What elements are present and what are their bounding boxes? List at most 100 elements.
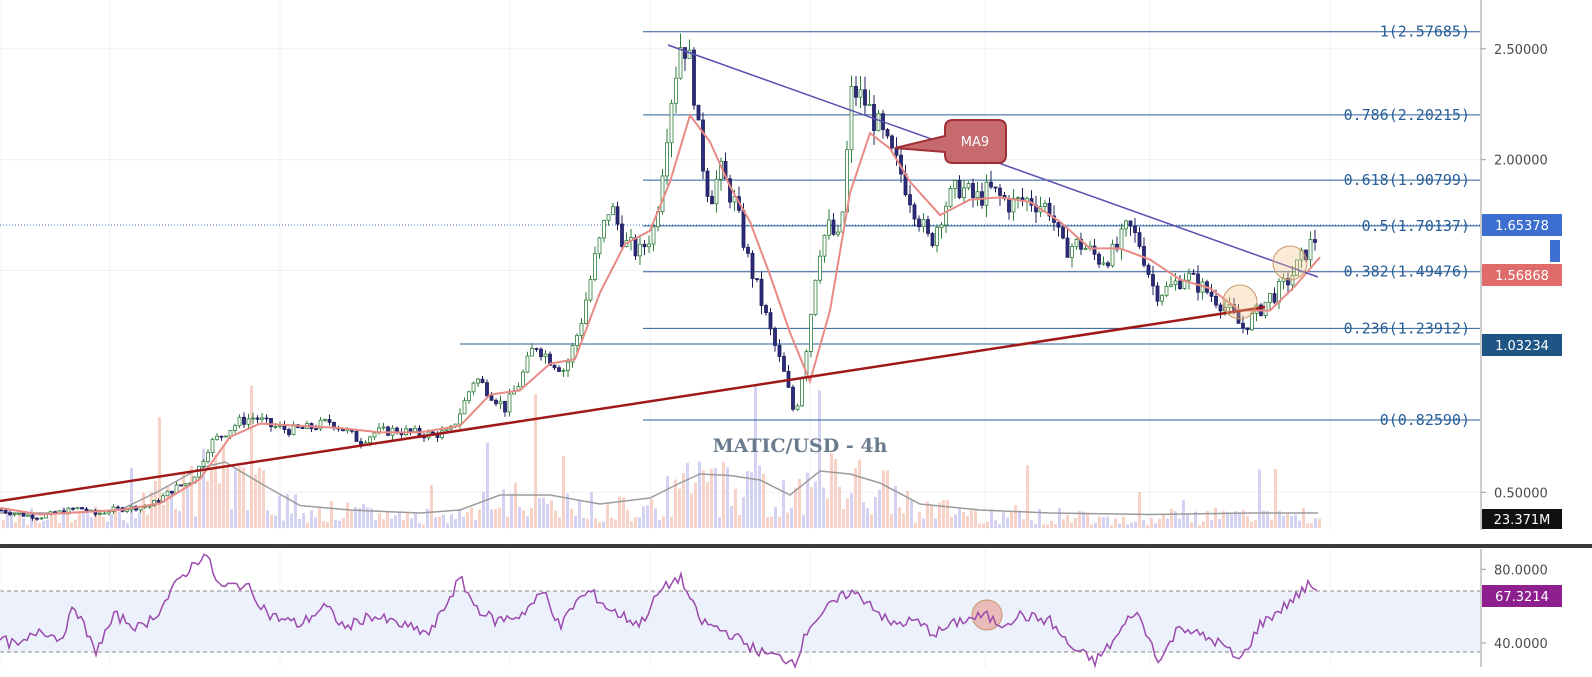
volume-bar xyxy=(386,510,389,528)
volume-bar xyxy=(70,522,73,528)
volume-bar xyxy=(706,481,709,528)
candle-up xyxy=(413,427,417,433)
candle-down xyxy=(503,400,507,413)
volume-bar xyxy=(966,516,969,528)
candle-up xyxy=(368,436,372,444)
volume-bar xyxy=(250,385,253,528)
volume-bar xyxy=(874,497,877,528)
price-scale-handle[interactable] xyxy=(1550,240,1560,262)
volume-bar xyxy=(818,390,821,528)
volume-bar xyxy=(366,507,369,528)
volume-bar xyxy=(1206,510,1209,528)
volume-bar xyxy=(798,478,801,528)
volume-bar xyxy=(790,507,793,528)
candle-down xyxy=(1218,304,1223,312)
volume-bar xyxy=(774,507,777,528)
volume-bar xyxy=(314,517,317,528)
candle-down xyxy=(831,219,836,235)
volume-bar xyxy=(822,487,825,528)
volume-bar xyxy=(1290,516,1293,528)
candle-down xyxy=(782,356,786,372)
volume-bar xyxy=(786,512,789,528)
volume-bar xyxy=(1246,515,1249,528)
fib-level-label: 1(2.57685) xyxy=(1380,23,1470,41)
volume-bar xyxy=(110,514,113,528)
volume-bar xyxy=(954,514,957,528)
volume-bar xyxy=(1286,513,1289,528)
volume-bar xyxy=(650,499,653,528)
candle-up xyxy=(665,142,669,177)
candle-up xyxy=(584,299,588,324)
volume-bar xyxy=(1302,507,1305,528)
volume-bar xyxy=(450,513,453,528)
candle-up xyxy=(651,226,656,245)
candle-down xyxy=(1065,237,1070,258)
candle-up xyxy=(1295,259,1299,276)
candle-down xyxy=(327,419,332,423)
volume-bar xyxy=(694,482,697,528)
candle-down xyxy=(386,426,390,436)
volume-bar xyxy=(562,455,565,528)
candle-up xyxy=(876,113,881,132)
volume-bar xyxy=(578,500,581,528)
volume-bar xyxy=(430,484,433,528)
volume-bar xyxy=(382,519,385,528)
volume-bar xyxy=(370,508,373,528)
volume-bar xyxy=(1186,513,1189,528)
volume-bar xyxy=(1034,523,1037,528)
volume-bar xyxy=(1082,511,1085,528)
volume-bar xyxy=(722,462,725,528)
volume-bar xyxy=(606,504,609,528)
volume-bar xyxy=(1118,523,1121,528)
candle-down xyxy=(1214,295,1218,306)
volume-bar xyxy=(738,515,741,528)
candle-up xyxy=(1070,246,1074,258)
candle-up xyxy=(1227,304,1232,308)
volume-bar xyxy=(286,493,289,528)
horizontal-grid xyxy=(0,48,1480,493)
candle-up xyxy=(525,355,530,373)
candle-down xyxy=(359,441,363,445)
price-tick-label: 2.00000 xyxy=(1494,154,1548,169)
volume-bar xyxy=(794,487,797,528)
volume-bar xyxy=(1090,524,1093,528)
pane-separator[interactable] xyxy=(0,544,1592,548)
candle-up xyxy=(669,102,674,144)
volume-bar xyxy=(998,523,1001,528)
volume-bar xyxy=(126,523,129,528)
candle-down xyxy=(548,353,552,366)
volume-bar xyxy=(1066,514,1069,528)
candle-down xyxy=(480,378,485,384)
candle-down xyxy=(683,47,687,59)
fib-level-label: 0.382(1.49476) xyxy=(1344,263,1470,281)
volume-bar xyxy=(410,518,413,528)
candle-up xyxy=(984,181,989,206)
candle-down xyxy=(170,490,174,494)
volume-bar xyxy=(1262,510,1265,528)
volume-bar xyxy=(854,467,857,528)
candle-down xyxy=(1007,198,1011,213)
candle-down xyxy=(80,507,84,510)
volume-bar xyxy=(374,520,377,528)
volume-bar xyxy=(302,513,305,528)
fib-level-label: 0.618(1.90799) xyxy=(1344,171,1470,189)
fib-level-label: 0.786(2.20215) xyxy=(1344,106,1470,124)
volume-bar xyxy=(338,520,341,528)
volume-bar xyxy=(766,517,769,528)
candle-up xyxy=(210,438,215,453)
volume-bar xyxy=(458,508,461,528)
volume-bar xyxy=(1210,520,1213,528)
candle-up xyxy=(575,335,579,346)
volume-bar xyxy=(810,487,813,528)
candle-down xyxy=(264,417,269,420)
volume-bar xyxy=(730,505,733,528)
ma9-value-tag-bg xyxy=(1482,264,1562,286)
candle-down xyxy=(885,129,890,137)
volume-bar xyxy=(398,512,401,528)
volume-bar xyxy=(566,493,569,528)
rsi-axis-ticks: 80.0000 40.0000 xyxy=(1481,563,1548,652)
candle-up xyxy=(381,426,386,429)
chart-title: MATIC/USD - 4h xyxy=(713,435,888,457)
